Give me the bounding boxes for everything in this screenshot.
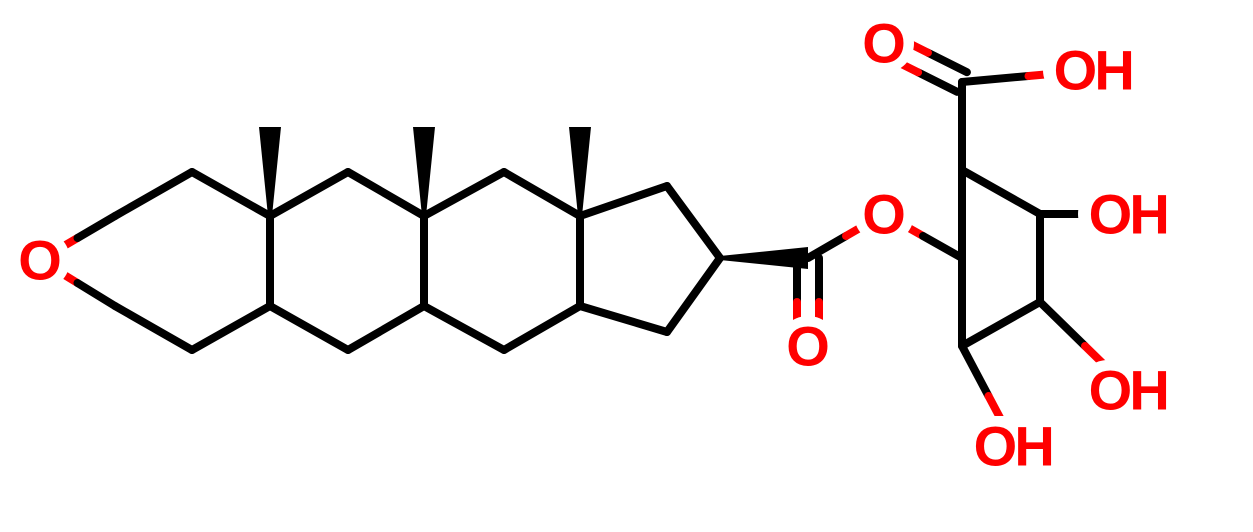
atom-label: O <box>18 229 62 292</box>
atom-label-o: O <box>1089 359 1133 422</box>
atom-label-o: O <box>1089 183 1133 246</box>
atom-label-h: H <box>1014 415 1054 478</box>
molecule-diagram: OOOOHOHOHOOH <box>0 0 1253 532</box>
atom-label-o: O <box>974 415 1018 478</box>
atom-label-o: O <box>1054 39 1098 102</box>
atom-label-h: H <box>1129 359 1169 422</box>
atom-label: O <box>786 315 830 378</box>
atom-label: O <box>862 12 906 75</box>
atom-label-h: H <box>1094 39 1134 102</box>
atom-label: O <box>862 183 906 246</box>
atom-label-h: H <box>1129 183 1169 246</box>
